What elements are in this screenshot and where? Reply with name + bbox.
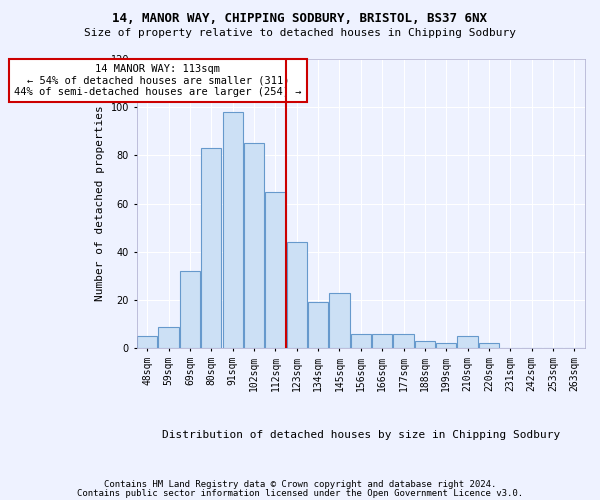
Bar bbox=[479, 344, 499, 348]
Bar bbox=[394, 334, 413, 348]
Bar bbox=[308, 302, 328, 348]
Bar bbox=[265, 192, 286, 348]
Bar bbox=[372, 334, 392, 348]
Text: 14 MANOR WAY: 113sqm
← 54% of detached houses are smaller (311)
44% of semi-deta: 14 MANOR WAY: 113sqm ← 54% of detached h… bbox=[14, 64, 302, 97]
Bar bbox=[287, 242, 307, 348]
Bar bbox=[350, 334, 371, 348]
Y-axis label: Number of detached properties: Number of detached properties bbox=[95, 106, 105, 302]
Bar bbox=[223, 112, 243, 348]
Text: Contains public sector information licensed under the Open Government Licence v3: Contains public sector information licen… bbox=[77, 488, 523, 498]
Bar bbox=[137, 336, 157, 348]
Text: 14, MANOR WAY, CHIPPING SODBURY, BRISTOL, BS37 6NX: 14, MANOR WAY, CHIPPING SODBURY, BRISTOL… bbox=[113, 12, 487, 26]
Bar bbox=[180, 271, 200, 348]
Bar bbox=[158, 326, 179, 348]
Bar bbox=[415, 341, 435, 348]
Bar bbox=[457, 336, 478, 348]
Bar bbox=[329, 293, 350, 348]
Bar bbox=[201, 148, 221, 348]
Text: Size of property relative to detached houses in Chipping Sodbury: Size of property relative to detached ho… bbox=[84, 28, 516, 38]
Bar bbox=[436, 344, 457, 348]
X-axis label: Distribution of detached houses by size in Chipping Sodbury: Distribution of detached houses by size … bbox=[161, 430, 560, 440]
Bar bbox=[244, 144, 264, 348]
Text: Contains HM Land Registry data © Crown copyright and database right 2024.: Contains HM Land Registry data © Crown c… bbox=[104, 480, 496, 489]
